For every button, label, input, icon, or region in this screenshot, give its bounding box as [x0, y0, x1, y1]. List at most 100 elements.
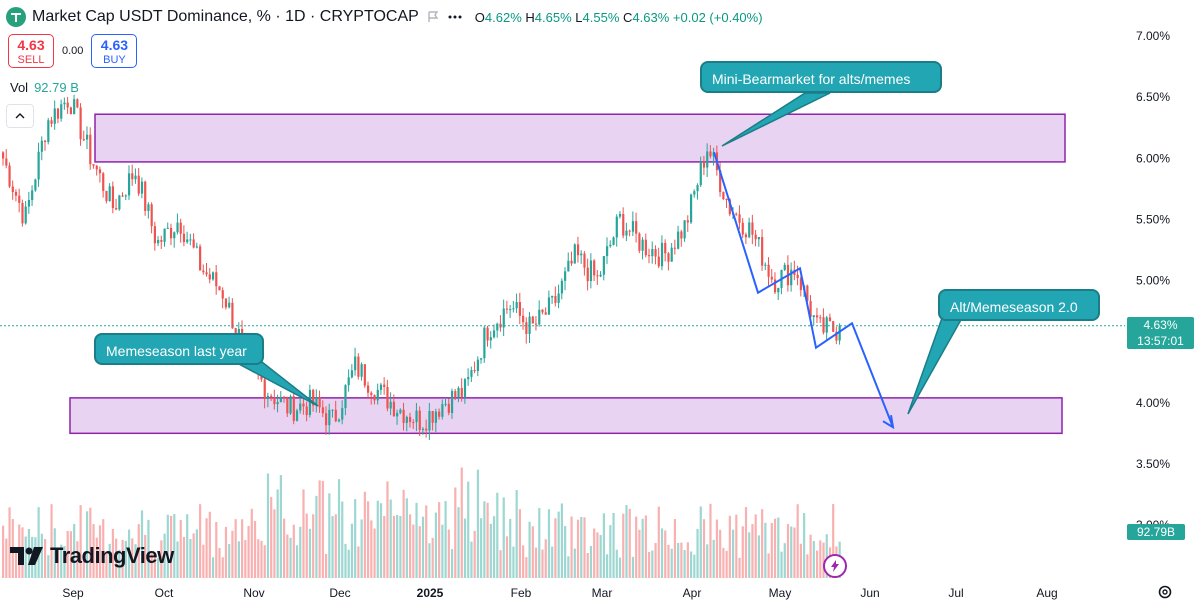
- callout-mini-bearmarket[interactable]: Mini-Bearmarket for alts/memes: [700, 61, 942, 93]
- tradingview-logo[interactable]: TradingView: [10, 543, 174, 569]
- sell-button[interactable]: 4.63 SELL: [8, 34, 54, 68]
- candle-body: [192, 239, 195, 248]
- volume-bar: [331, 516, 334, 578]
- volume-bar: [712, 539, 715, 578]
- volume-bar: [660, 528, 664, 578]
- volume-bar: [499, 550, 502, 578]
- volume-bar: [450, 549, 454, 578]
- volume-bar: [289, 537, 292, 578]
- volume-bar: [664, 530, 667, 578]
- x-tick-label: Feb: [511, 586, 532, 600]
- volume-bar: [770, 522, 773, 578]
- callout-memeseason-last-year[interactable]: Memeseason last year: [94, 333, 264, 365]
- replay-icon[interactable]: [823, 554, 847, 578]
- volume-bar: [153, 554, 157, 578]
- candle-body: [157, 240, 160, 244]
- volume-bar: [392, 515, 396, 578]
- volume-bar: [276, 489, 279, 578]
- time-axis[interactable]: Sep Oct Nov Dec 2025 Feb Mar Apr May Jun Jul Aug: [62, 586, 1057, 600]
- candle-body: [699, 161, 702, 186]
- settings-icon[interactable]: [1157, 584, 1173, 600]
- candle-body: [350, 370, 354, 378]
- volume-bar: [237, 541, 240, 578]
- volume-bar: [250, 508, 253, 578]
- volume-bar: [815, 550, 819, 578]
- candle-body: [825, 317, 828, 333]
- flag-icon[interactable]: [425, 9, 441, 25]
- candle-body: [186, 239, 189, 243]
- volume-bar: [767, 553, 770, 578]
- volume-bar: [557, 511, 560, 578]
- candle-body: [402, 409, 405, 423]
- volume-bar: [366, 501, 370, 578]
- candle-body: [344, 385, 347, 409]
- candle-body: [832, 321, 835, 332]
- x-tick-label: Apr: [683, 586, 702, 600]
- volume-bar: [709, 503, 712, 578]
- candle-body: [447, 403, 450, 413]
- volume-bar: [328, 493, 331, 578]
- volume-bar: [247, 525, 250, 578]
- volume-bar: [612, 512, 615, 578]
- volume-bar: [799, 543, 803, 578]
- symbol-title[interactable]: Market Cap USDT Dominance, % · 1D · CRYP…: [32, 8, 419, 25]
- volume-bar: [341, 501, 344, 578]
- volume-bar: [467, 481, 470, 578]
- price-axis[interactable]: 7.00%6.50%6.00%5.50%5.00%4.50%4.00%3.50%…: [1136, 29, 1170, 532]
- candle-body: [686, 220, 689, 223]
- volume-bar: [438, 502, 441, 578]
- volume-bar: [473, 530, 476, 578]
- volume-bar: [150, 552, 153, 578]
- volume-bar: [431, 537, 434, 578]
- volume-bar: [496, 492, 499, 578]
- candle-body: [476, 359, 480, 372]
- volume-bar: [796, 504, 799, 578]
- volume-value: 92.79 B: [34, 80, 79, 95]
- usdt-logo-icon: [6, 7, 26, 27]
- volume-bar: [189, 539, 192, 578]
- volume-bar: [102, 519, 105, 578]
- candle-body: [696, 185, 699, 192]
- volume-bar: [318, 480, 321, 578]
- candle-body: [622, 213, 625, 236]
- volume-bar: [273, 509, 276, 578]
- candle-body: [738, 214, 741, 223]
- candle-body: [60, 104, 63, 119]
- volume-bar: [118, 549, 121, 578]
- volume-bar: [819, 540, 822, 578]
- candle-body: [115, 208, 118, 210]
- candle-body: [767, 264, 770, 277]
- chevron-up-icon[interactable]: [6, 104, 34, 128]
- volume-bar: [140, 510, 144, 578]
- candle-body: [40, 140, 43, 152]
- buy-button[interactable]: 4.63 BUY: [91, 34, 138, 68]
- volume-bar: [609, 525, 612, 578]
- candle-body: [835, 331, 838, 341]
- candle-body: [295, 410, 299, 421]
- x-tick-label: Aug: [1036, 586, 1057, 600]
- volume-bar: [115, 538, 118, 578]
- volume-bar: [24, 536, 27, 578]
- candle-body: [706, 151, 709, 168]
- volume-bar: [160, 540, 163, 578]
- volume-bar: [108, 543, 111, 578]
- volume-bar: [744, 507, 748, 578]
- volume-bar: [728, 515, 731, 578]
- volume-bar: [376, 500, 379, 578]
- candle-body: [299, 403, 302, 411]
- more-icon[interactable]: [447, 9, 463, 25]
- volume-bar: [476, 469, 480, 578]
- candle-body: [289, 396, 292, 414]
- volume-bar: [757, 535, 761, 578]
- volume-bar: [809, 534, 812, 578]
- volume-bar: [463, 518, 467, 578]
- candle-body: [544, 312, 547, 315]
- callout-alt-memeseason[interactable]: Alt/Memeseason 2.0: [938, 289, 1100, 321]
- volume-bar: [121, 539, 124, 578]
- volume-bar: [780, 551, 783, 578]
- candle-body: [680, 231, 683, 239]
- volume-bar: [492, 516, 496, 578]
- volume-bar: [680, 542, 683, 578]
- volume-bar: [363, 491, 366, 578]
- candle-body: [121, 195, 124, 197]
